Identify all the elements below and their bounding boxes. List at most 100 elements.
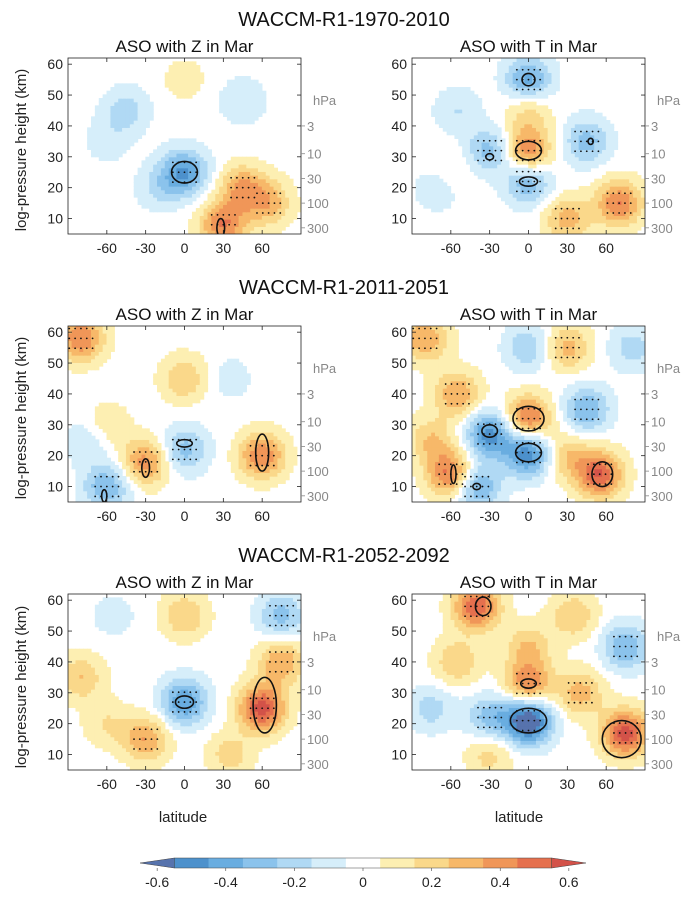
panel-r2-c1: ASO with Z in Mar 10 20 30 40 50 60 -60 -30 0 30 60…	[47, 305, 336, 524]
y-tick-label: 30	[47, 685, 63, 701]
y-axis-label-row-1: log-pressure height (km)	[13, 69, 30, 232]
pressure-tick-label: 300	[307, 757, 329, 772]
row-suptitle: WACCM-R1-1970-2010	[238, 9, 450, 31]
y-tick-label: 60	[391, 592, 407, 608]
y-tick-label: 20	[47, 448, 63, 464]
pressure-tick-label: 30	[307, 171, 321, 186]
contour-line	[474, 596, 492, 617]
x-tick-label: 0	[181, 240, 189, 256]
contour-line	[472, 482, 482, 491]
pressure-tick-label: 100	[651, 732, 673, 747]
y-tick-label: 30	[391, 149, 407, 165]
panel-r3-c2: ASO with T in Mar 10 20 30 40 50 60 -60 -30 0 30 60…	[391, 573, 680, 792]
x-tick-label: 60	[254, 776, 270, 792]
panel-title: ASO with T in Mar	[460, 573, 598, 592]
x-tick-label: 60	[254, 240, 270, 256]
y-axis-label-row-2: log-pressure height (km)	[13, 337, 30, 500]
pressure-tick-label: 100	[307, 196, 329, 211]
colorbar-tick-label: 0.2	[422, 874, 442, 890]
y-tick-label: 10	[47, 479, 63, 495]
x-axis-label-left: latitude	[159, 809, 207, 826]
pressure-tick-label: 10	[651, 683, 665, 698]
colorbar-swatch	[139, 857, 175, 869]
x-tick-label: -30	[480, 508, 500, 524]
x-tick-label: 30	[560, 776, 576, 792]
x-tick-label: -60	[97, 508, 117, 524]
y-tick-label: 40	[391, 118, 407, 134]
pressure-tick-label: 100	[651, 196, 673, 211]
pressure-tick-label: 300	[307, 221, 329, 236]
x-tick-label: 0	[525, 776, 533, 792]
row-suptitle: WACCM-R1-2011-2051	[239, 277, 449, 299]
x-axis-label-right: latitude	[495, 809, 543, 826]
y-tick-label: 60	[391, 324, 407, 340]
x-tick-label: 60	[254, 508, 270, 524]
contour-line	[509, 707, 548, 734]
colorbar-tick-label: -0.4	[214, 874, 238, 890]
contour-line	[140, 457, 151, 479]
y-tick-label: 40	[47, 386, 63, 402]
colorbar-swatch	[380, 858, 415, 868]
contour-line	[521, 72, 536, 87]
anomaly-field	[415, 58, 645, 234]
contour-line	[481, 424, 499, 438]
pressure-tick-label: 30	[651, 171, 665, 186]
significance-contours	[484, 72, 595, 187]
y-axis-label-row-3: log-pressure height (km)	[13, 606, 30, 769]
y-tick-label: 60	[47, 592, 63, 608]
pressure-tick-label: 30	[307, 707, 321, 722]
y-tick-label: 50	[391, 87, 407, 103]
x-tick-label: 0	[181, 508, 189, 524]
y-tick-label: 30	[47, 149, 63, 165]
panel-r1-c2: ASO with T in Mar 10 20 30 40 50 60 -60 -30 0 30 60…	[391, 37, 680, 256]
x-tick-label: 30	[560, 508, 576, 524]
pressure-unit-label: hPa	[657, 629, 681, 644]
pressure-tick-label: 30	[651, 439, 665, 454]
panel-r2-c2: ASO with T in Mar 10 20 30 40 50 60 -60 -30 0 30 60…	[391, 305, 680, 524]
contour-line	[170, 160, 199, 184]
significance-contours	[474, 596, 642, 759]
anomaly-field	[68, 326, 298, 502]
contour-line	[175, 438, 194, 448]
contour-line	[174, 695, 195, 710]
x-tick-label: 30	[216, 776, 232, 792]
y-tick-label: 30	[47, 417, 63, 433]
contour-line	[591, 461, 614, 488]
pressure-tick-label: 30	[651, 707, 665, 722]
pressure-tick-label: 300	[651, 489, 673, 504]
x-tick-label: -60	[441, 776, 461, 792]
x-tick-label: 0	[181, 776, 189, 792]
significance-contours	[170, 160, 226, 234]
x-tick-label: 60	[598, 508, 614, 524]
colorbar-swatch	[242, 858, 278, 868]
y-tick-label: 20	[47, 716, 63, 732]
y-tick-label: 10	[391, 747, 407, 763]
y-tick-label: 10	[391, 479, 407, 495]
contour-line	[514, 442, 543, 463]
y-tick-label: 60	[47, 56, 63, 72]
colorbar-swatch	[174, 858, 209, 868]
y-tick-label: 40	[391, 654, 407, 670]
contour-line	[254, 433, 270, 472]
x-tick-label: -60	[97, 776, 117, 792]
contour-line	[601, 719, 642, 759]
x-tick-label: -30	[136, 240, 156, 256]
x-tick-label: -30	[480, 776, 500, 792]
y-tick-label: 20	[47, 180, 63, 196]
colorbar-swatch	[208, 858, 244, 868]
y-tick-label: 10	[47, 211, 63, 227]
significance-dots	[133, 604, 295, 750]
contour-line	[518, 176, 539, 187]
y-tick-label: 20	[391, 448, 407, 464]
significance-dots	[171, 161, 282, 234]
panel-title: ASO with Z in Mar	[116, 573, 254, 592]
y-tick-label: 10	[391, 211, 407, 227]
pressure-tick-label: 10	[307, 415, 321, 430]
significance-contours	[174, 676, 278, 734]
colorbar-swatch	[414, 858, 450, 868]
pressure-unit-label: hPa	[657, 361, 681, 376]
pressure-tick-label: 10	[651, 147, 665, 162]
panel-title: ASO with T in Mar	[460, 37, 598, 56]
pressure-unit-label: hPa	[657, 93, 681, 108]
